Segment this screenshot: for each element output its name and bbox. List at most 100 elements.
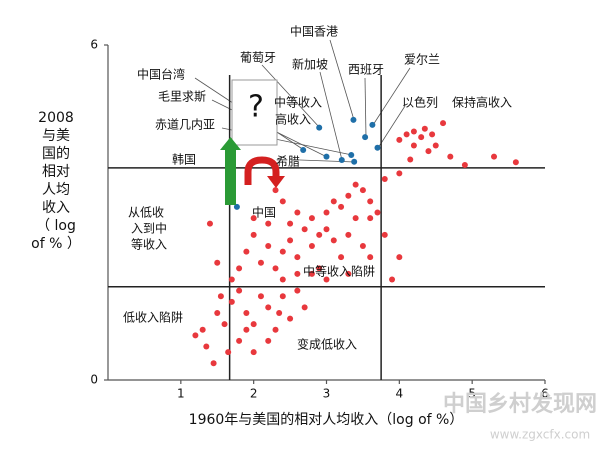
point: [214, 310, 221, 316]
point: [294, 287, 301, 294]
point: [389, 276, 396, 283]
point: [410, 142, 417, 149]
point: [233, 203, 240, 210]
point: [228, 298, 235, 305]
point: [279, 198, 286, 205]
annotation: 中国台湾: [137, 67, 185, 82]
point: [250, 215, 257, 222]
point: [287, 315, 294, 322]
leader: [364, 77, 367, 138]
point: [345, 270, 352, 277]
point: [308, 243, 315, 249]
annotation: 中等收入: [274, 95, 322, 110]
y-axis-title: 相对: [42, 164, 70, 180]
point: [323, 276, 330, 283]
annotation: ?: [248, 90, 264, 125]
point: [300, 146, 307, 153]
point: [350, 116, 357, 123]
point: [447, 153, 454, 160]
point: [316, 231, 323, 238]
point: [265, 243, 272, 249]
point: [225, 349, 232, 356]
point: [425, 148, 432, 155]
point: [491, 153, 498, 160]
point: [265, 337, 272, 344]
annotation: 中国香港: [290, 24, 338, 39]
annotation: 中国: [252, 205, 276, 220]
annotation: 变成低收入: [297, 337, 357, 352]
point: [301, 304, 308, 311]
point: [221, 321, 228, 328]
x-tick-label: 1: [177, 387, 185, 401]
point: [236, 265, 243, 272]
annotation: 以色列: [402, 96, 438, 110]
point: [257, 293, 264, 300]
point: [396, 170, 403, 177]
point: [323, 226, 330, 233]
point: [243, 248, 250, 255]
y-tick-label: 6: [90, 38, 98, 52]
annotation: 从低收: [128, 206, 164, 220]
y-axis-title: （ log: [36, 218, 76, 234]
point: [512, 159, 519, 166]
point: [338, 254, 345, 261]
point: [316, 124, 323, 131]
point: [250, 231, 257, 238]
annotation: 入到中: [131, 221, 167, 236]
point: [338, 157, 345, 164]
annotation: 赤道几内亚: [155, 118, 215, 132]
y-axis-title: 国的: [42, 146, 70, 162]
annotation: 葡萄牙: [240, 51, 276, 65]
green-arrow-head: [220, 137, 241, 150]
point: [250, 349, 257, 356]
point: [396, 136, 403, 143]
point: [338, 203, 345, 210]
x-axis-title: 1960年与美国的相对人均收入（log of %）: [189, 412, 464, 428]
y-axis-title: 人均: [42, 182, 70, 198]
point: [352, 215, 359, 222]
point: [369, 121, 376, 128]
point: [279, 248, 286, 255]
y-axis-title: 与美: [42, 128, 70, 144]
leader: [261, 64, 321, 129]
y-axis-title: 收入: [42, 200, 70, 216]
point: [279, 276, 286, 283]
x-tick-label: 6: [541, 387, 549, 401]
point: [192, 332, 199, 339]
point: [396, 254, 403, 261]
watermark: www.zgxcfx.com: [490, 428, 590, 442]
green-arrow: [225, 150, 236, 205]
point: [272, 326, 279, 333]
point: [359, 243, 366, 249]
point: [265, 304, 272, 311]
point: [323, 209, 330, 216]
point: [407, 156, 414, 163]
point: [418, 134, 425, 141]
point: [294, 254, 301, 261]
red-arrow: [244, 156, 280, 185]
point: [352, 181, 359, 188]
point: [381, 176, 388, 182]
point: [381, 231, 388, 238]
point: [330, 198, 337, 205]
point: [203, 343, 210, 350]
point: [308, 270, 315, 277]
point: [217, 293, 224, 300]
point: [367, 198, 374, 205]
point: [421, 125, 428, 132]
point: [250, 321, 257, 328]
annotation: 中等收入陷阱: [303, 264, 375, 279]
point: [243, 326, 250, 333]
point: [287, 237, 294, 244]
point: [316, 265, 323, 272]
point: [323, 153, 330, 160]
point: [348, 151, 355, 158]
annotation: 爱尔兰: [404, 52, 440, 67]
y-tick-label: 0: [90, 373, 98, 387]
annotation: 毛里求斯: [158, 90, 206, 104]
leader: [319, 71, 343, 161]
annotation: 新加坡: [292, 57, 328, 72]
point: [272, 187, 279, 194]
